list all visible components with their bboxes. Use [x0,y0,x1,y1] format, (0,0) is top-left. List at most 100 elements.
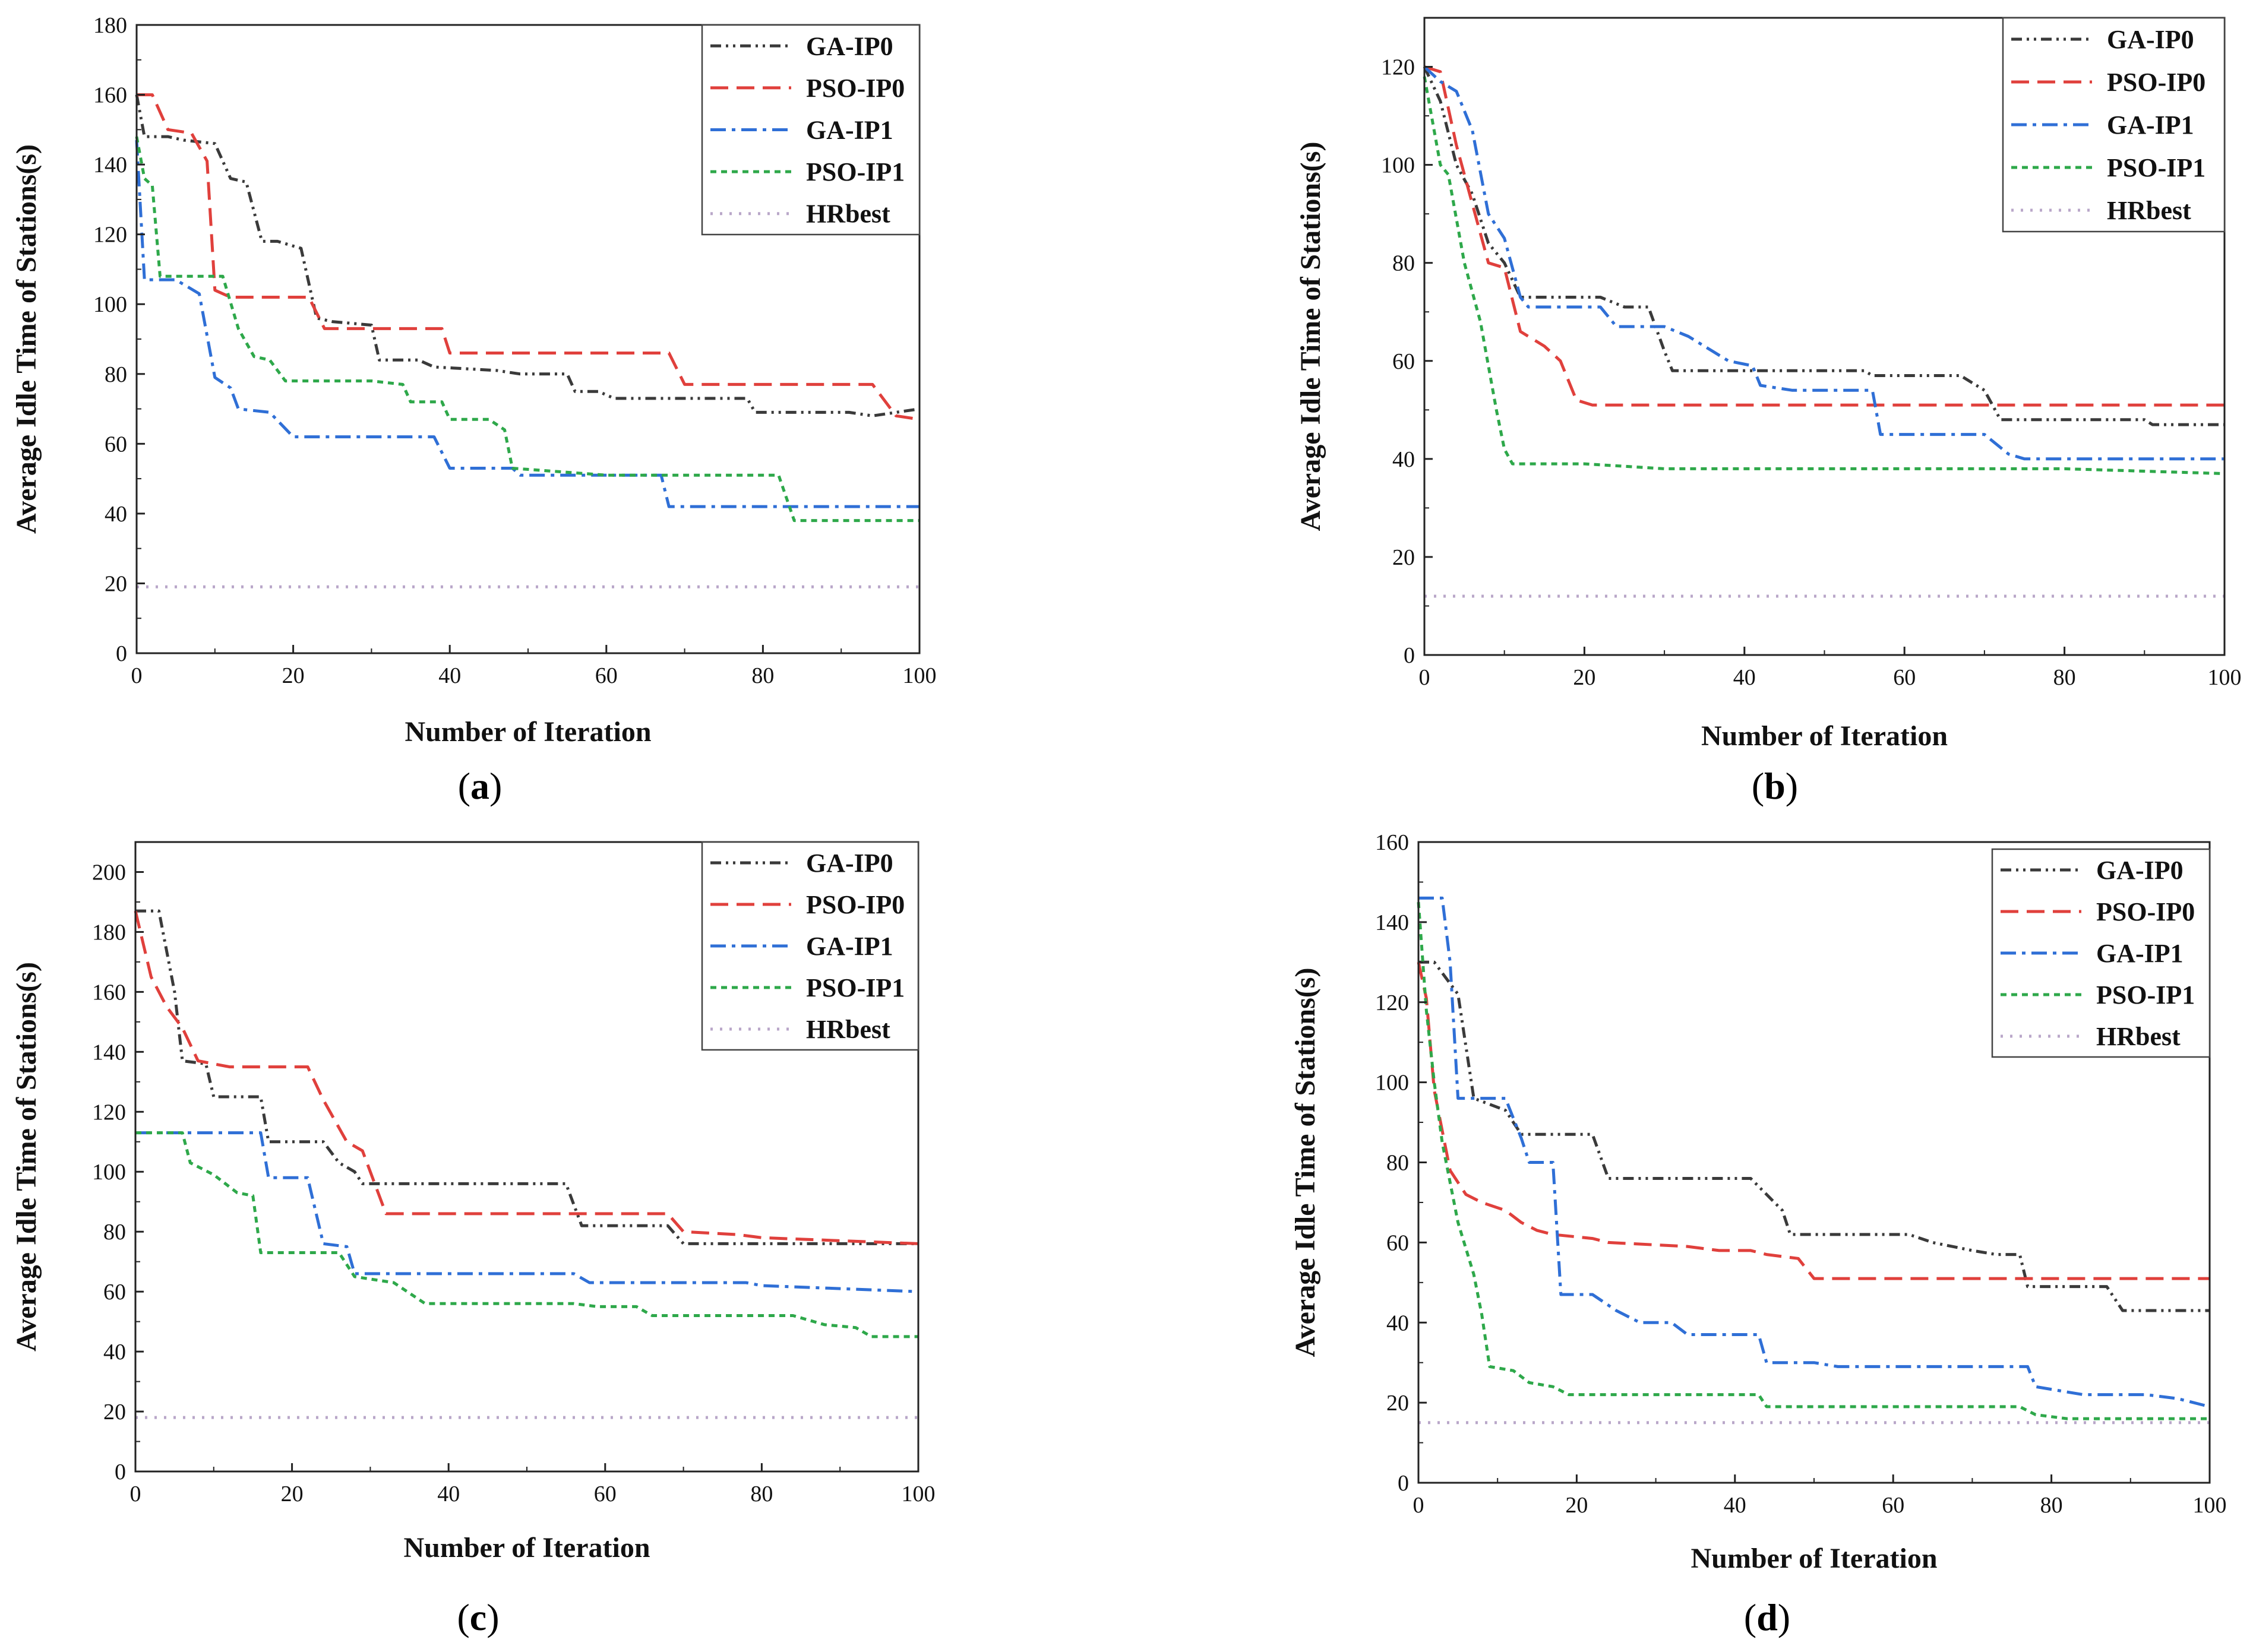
legend-entry-hrbest: HRbest [2096,1022,2181,1051]
legend-entry-pso-ip1: PSO-IP1 [2107,153,2205,182]
panel-letter-open: ( [457,1596,469,1638]
series-line-ga-ip0 [135,909,918,1245]
y-tick-label: 100 [1375,1071,1409,1096]
x-tick-label: 60 [1893,665,1916,690]
y-tick-label: 0 [116,641,127,666]
y-tick-label: 0 [1398,1471,1409,1496]
y-tick-label: 40 [105,502,127,527]
chart-panel-a: 0 20 40 60 80 100 0 20 40 60 80 100 120 140 160 180 Numb… [11,13,937,807]
y-tick-label: 20 [105,571,127,596]
x-tick-label: 40 [438,663,461,688]
y-tick-label: 160 [93,83,127,108]
series-line-pso-ip1 [135,1131,918,1338]
x-tick-label: 80 [751,663,774,688]
y-axis-label: Average Idle Time of Stations(s) [1290,968,1321,1357]
x-tick-label: 60 [594,1482,617,1507]
y-tick-label: 40 [1392,447,1415,472]
panel-letter-open: ( [1744,1596,1756,1638]
legend-entry-pso-ip1: PSO-IP1 [806,157,905,186]
y-tick-label: 160 [1375,830,1409,855]
x-tick-label: 0 [130,1482,141,1507]
y-axis-label: Average Idle Time of Stations(s) [1295,142,1326,531]
legend-entry-hrbest: HRbest [806,1015,890,1044]
y-tick-label: 160 [92,980,126,1005]
y-tick-label: 20 [1386,1391,1409,1416]
panel-letter-close: ) [486,1596,499,1638]
series-line-ga-ip1 [1423,65,2224,461]
y-tick-label: 120 [1375,990,1409,1015]
series-line-pso-ip1 [135,136,919,523]
x-tick-label: 80 [2040,1493,2063,1518]
legend-entry-hrbest: HRbest [2107,196,2191,225]
panel-letter-close: ) [1778,1596,1790,1638]
series-line-ga-ip0 [1423,66,2224,426]
legend-entry-pso-ip0: PSO-IP0 [806,74,905,103]
y-tick-label: 140 [1375,910,1409,935]
x-tick-label: 20 [1565,1493,1588,1518]
x-tick-label: 20 [1573,665,1595,690]
panel-letter: (c) [457,1596,499,1638]
legend-entry-ga-ip0: GA-IP0 [806,31,893,61]
x-tick-label: 80 [2053,665,2076,690]
y-tick-label: 60 [103,1280,126,1305]
series-line-ga-ip0 [1418,960,2210,1312]
y-tick-label: 20 [103,1400,126,1425]
chart-panel-c: 0 20 40 60 80 100 0 20 40 60 80 100 120 140 160 180 200 N… [11,841,936,1638]
legend-entry-pso-ip0: PSO-IP0 [806,890,905,919]
panel-letter-close: ) [489,765,502,807]
legend-entry-pso-ip1: PSO-IP1 [806,973,905,1002]
legend-entry-ga-ip1: GA-IP1 [2096,939,2184,968]
panel-letter-id: c [470,1596,486,1638]
y-tick-label: 120 [92,1100,126,1125]
x-tick-label: 60 [1882,1493,1904,1518]
x-tick-label: 40 [1724,1493,1746,1518]
panel-letter-id: a [470,765,489,807]
series-line-ga-ip1 [135,140,919,508]
y-tick-label: 0 [1404,643,1415,668]
panel-letter: (b) [1752,765,1798,807]
panel-letter-id: d [1756,1596,1778,1638]
y-tick-label: 80 [103,1220,126,1245]
x-tick-label: 0 [1419,665,1430,690]
y-tick-label: 100 [93,292,127,317]
x-tick-label: 80 [750,1482,773,1507]
legend-box [701,841,919,1051]
series-line-pso-ip0 [137,93,920,421]
series-line-pso-ip1 [1417,902,2210,1420]
x-axis-label: Number of Iteration [403,1532,650,1564]
x-axis-label: Number of Iteration [405,716,651,748]
x-tick-label: 0 [1413,1493,1424,1518]
panel-letter: (d) [1744,1596,1790,1638]
legend-entry-hrbest: HRbest [806,200,890,229]
panel-letter-close: ) [1786,765,1798,807]
series-line-pso-ip1 [1423,76,2225,476]
series-line-pso-ip0 [1424,65,2224,407]
x-tick-label: 60 [595,663,618,688]
y-axis-label: Average Idle Time of Stations(s) [11,144,42,534]
y-tick-label: 40 [1386,1311,1409,1335]
x-tick-label: 100 [902,1482,936,1507]
legend-box [1991,848,2211,1058]
x-tick-label: 100 [2193,1493,2227,1518]
series-line-ga-ip1 [1418,896,2210,1409]
y-axis-label: Average Idle Time of Stations(s) [11,962,42,1352]
y-tick-label: 80 [1386,1151,1409,1176]
y-tick-label: 80 [105,362,127,387]
y-tick-label: 140 [92,1040,126,1065]
legend-entry-ga-ip1: GA-IP1 [2107,110,2194,140]
y-tick-label: 140 [93,153,127,178]
panel-letter-open: ( [458,765,470,807]
legend-entry-ga-ip1: GA-IP1 [806,116,893,145]
series-line-ga-ip1 [135,1131,919,1293]
y-tick-label: 0 [115,1460,126,1485]
y-tick-label: 60 [1386,1230,1409,1255]
y-tick-label: 60 [1392,349,1415,374]
legend-box [701,24,921,236]
legend-entry-ga-ip0: GA-IP0 [2107,25,2194,54]
x-tick-label: 100 [903,663,937,688]
panel-letter-id: b [1764,765,1786,807]
series-line-ga-ip0 [135,94,920,417]
legend-entry-pso-ip1: PSO-IP1 [2096,980,2195,1009]
y-tick-label: 200 [92,860,126,885]
x-tick-label: 20 [282,663,305,688]
